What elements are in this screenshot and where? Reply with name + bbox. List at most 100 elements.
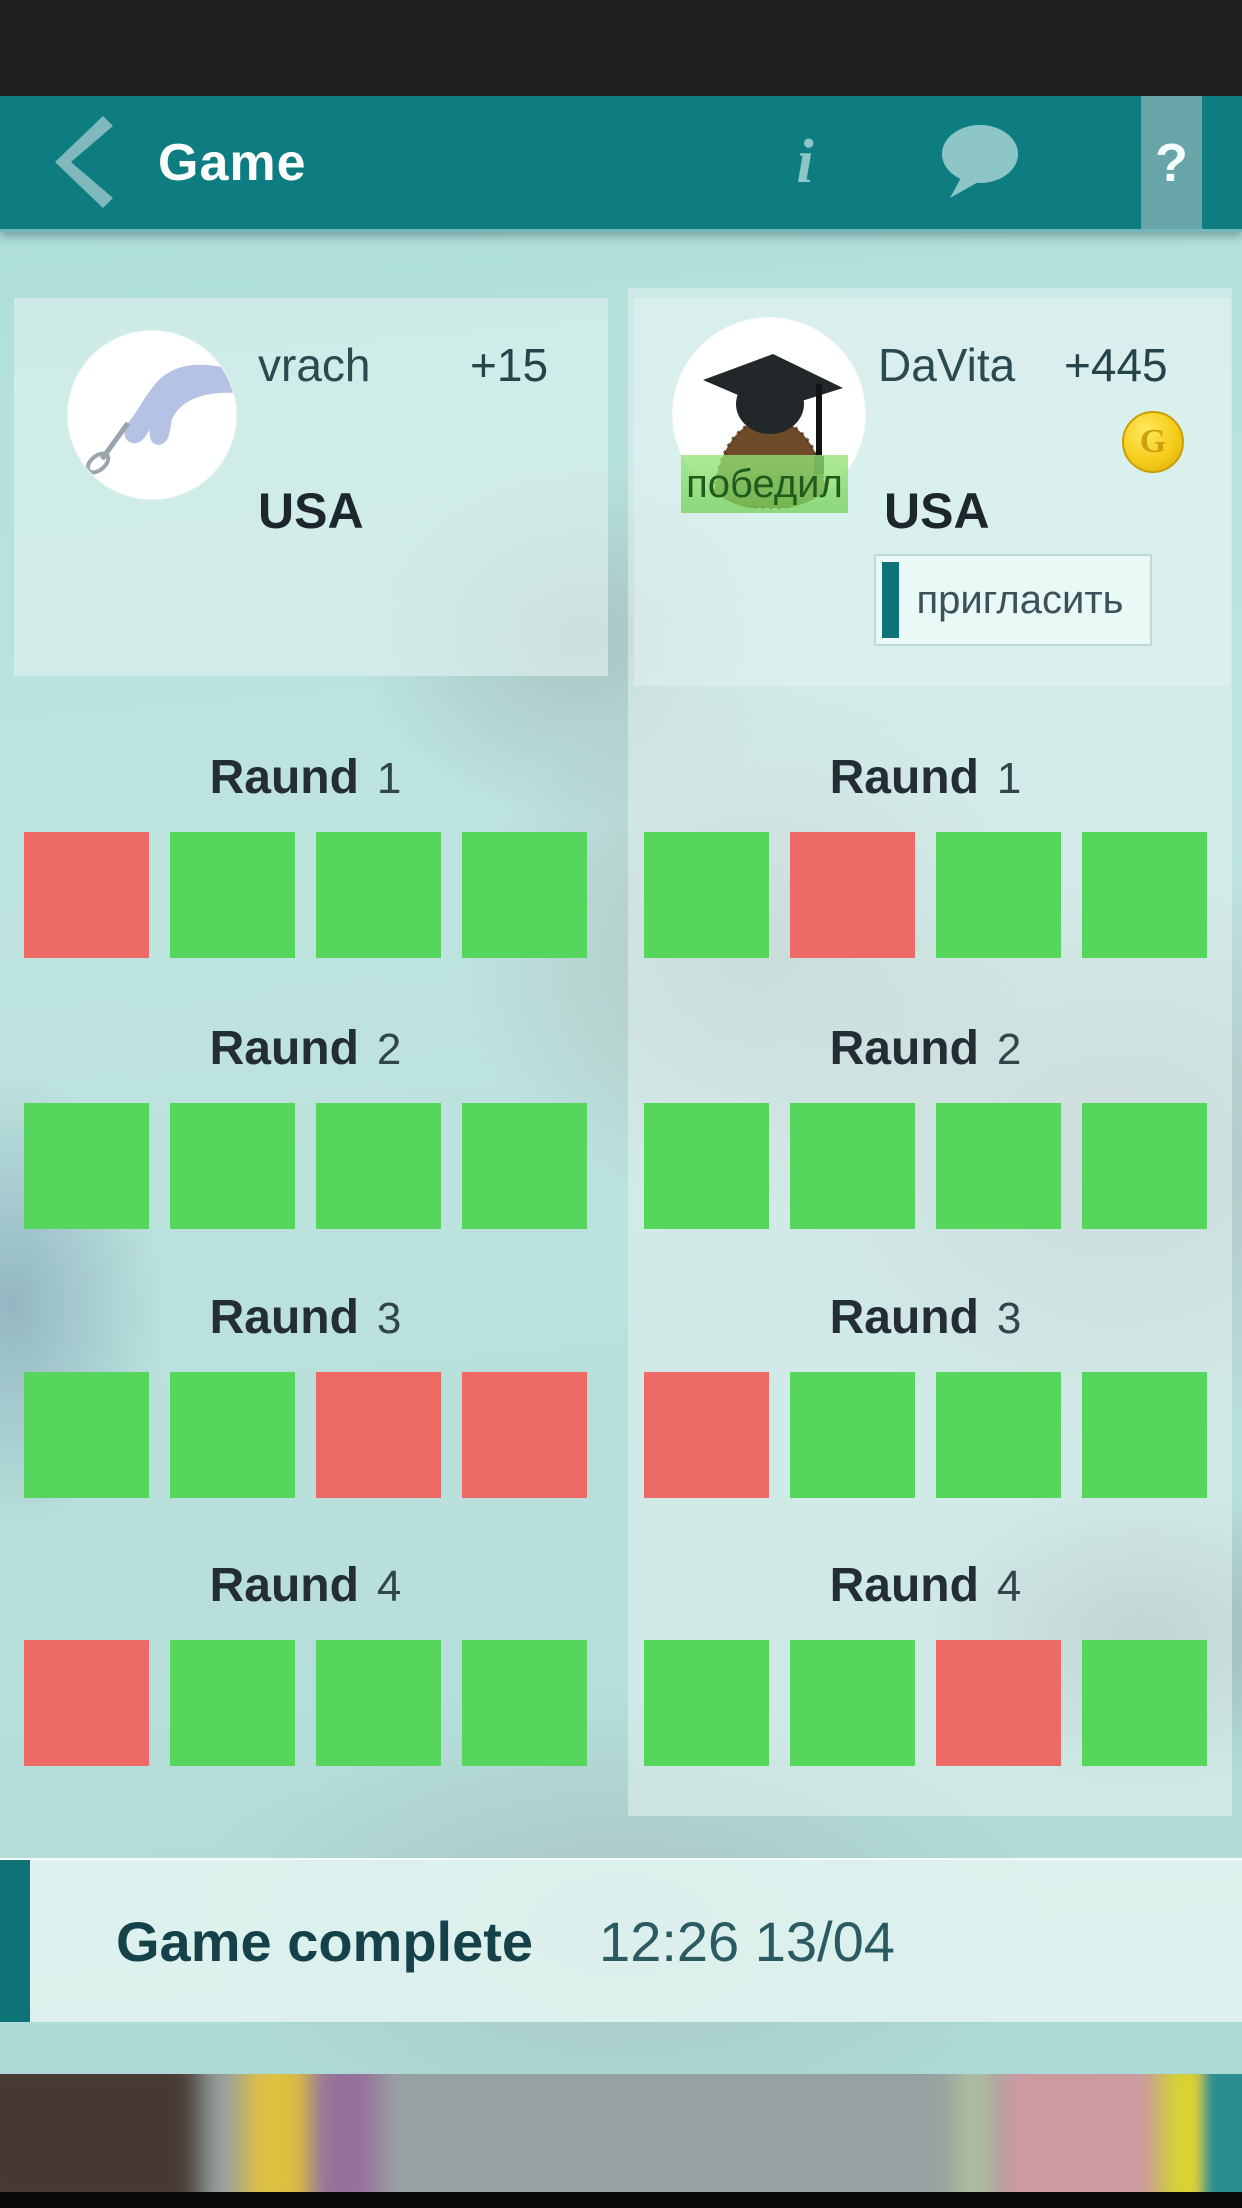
round-number: 2: [376, 1025, 402, 1074]
status-bar-accent-strip: [0, 1860, 30, 2022]
round-number: 2: [996, 1025, 1022, 1074]
question-mark-icon: ?: [1155, 132, 1188, 193]
photo-blob: [0, 2074, 200, 2192]
answer-square-correct: [936, 1372, 1061, 1498]
answer-square-correct: [790, 1372, 915, 1498]
round-number: 4: [376, 1562, 402, 1611]
round-3-label-right: Raund 3: [644, 1290, 1207, 1348]
status-bar: [0, 0, 1242, 96]
answer-square-correct: [644, 1640, 769, 1766]
winner-badge: победил: [681, 455, 848, 513]
game-status-bar: Game complete 12:26 13/04: [0, 1858, 1242, 2022]
round-word: Raund: [829, 1559, 979, 1612]
photo-blob: [1160, 2074, 1212, 2192]
player-score-left: +15: [470, 339, 549, 391]
player-name-right: DaVita: [878, 339, 1016, 391]
round-4-label-left: Raund 4: [24, 1558, 587, 1616]
round-3-answers-right: [644, 1372, 1207, 1498]
answer-square-wrong: [462, 1372, 587, 1498]
photo-blob: [243, 2074, 323, 2192]
round-2-label-left: Raund 2: [24, 1021, 587, 1079]
photo-blob: [1205, 2074, 1242, 2192]
round-3-label-left: Raund 3: [24, 1290, 587, 1348]
info-icon: i: [796, 128, 814, 196]
round-2-answers-right: [644, 1103, 1207, 1229]
round-word: Raund: [209, 751, 359, 804]
answer-square-correct: [462, 832, 587, 958]
round-word: Raund: [829, 751, 979, 804]
round-word: Raund: [209, 1559, 359, 1612]
answer-square-correct: [790, 1103, 915, 1229]
help-button[interactable]: ?: [1141, 96, 1202, 229]
answer-square-correct: [24, 1372, 149, 1498]
game-status-text: Game complete: [116, 1909, 534, 1973]
round-word: Raund: [829, 1291, 979, 1344]
answer-square-correct: [790, 1640, 915, 1766]
round-number: 1: [376, 754, 402, 803]
gold-coin-icon: G: [1122, 411, 1184, 473]
round-word: Raund: [209, 1291, 359, 1344]
coin-letter: G: [1139, 423, 1167, 460]
answer-square-correct: [1082, 1640, 1207, 1766]
answer-square-wrong: [24, 1640, 149, 1766]
round-4-answers-right: [644, 1640, 1207, 1766]
answer-square-correct: [316, 1640, 441, 1766]
round-1-label-left: Raund 1: [24, 750, 587, 808]
round-1-label-right: Raund 1: [644, 750, 1207, 808]
right-player-panel: [628, 288, 1232, 1816]
photo-blob: [312, 2074, 378, 2192]
info-button[interactable]: i: [760, 96, 850, 229]
answer-square-correct: [936, 832, 1061, 958]
round-1-answers-left: [24, 832, 587, 958]
avatar-left: [68, 331, 236, 499]
answer-square-correct: [170, 1640, 295, 1766]
back-button[interactable]: [36, 106, 126, 218]
invite-button[interactable]: пригласить: [874, 554, 1152, 646]
answer-square-wrong: [936, 1640, 1061, 1766]
invite-button-label: пригласить: [916, 577, 1124, 622]
answer-square-wrong: [316, 1372, 441, 1498]
answer-square-correct: [316, 832, 441, 958]
round-number: 3: [996, 1294, 1022, 1343]
photo-blob: [1000, 2074, 1165, 2192]
round-number: 1: [996, 754, 1022, 803]
answer-square-correct: [936, 1103, 1061, 1229]
round-4-label-right: Raund 4: [644, 1558, 1207, 1616]
answer-square-wrong: [790, 832, 915, 958]
invite-button-accent-bar: [882, 562, 899, 638]
answer-square-correct: [24, 1103, 149, 1229]
game-timestamp: 12:26 13/04: [599, 1909, 895, 1973]
round-2-answers-left: [24, 1103, 587, 1229]
chevron-left-icon: [55, 116, 113, 208]
answer-square-correct: [644, 1103, 769, 1229]
player-country-right: USA: [884, 483, 990, 539]
round-number: 3: [376, 1294, 402, 1343]
round-number: 4: [996, 1562, 1022, 1611]
background-photo-strip: [0, 2074, 1242, 2192]
round-1-answers-right: [644, 832, 1207, 958]
answer-square-wrong: [644, 1372, 769, 1498]
answer-square-correct: [170, 1103, 295, 1229]
page-title: Game: [158, 133, 307, 192]
player-score-right: +445: [1064, 339, 1168, 391]
speech-bubble-icon: [942, 124, 1018, 198]
header-bar: Game i ?: [0, 96, 1242, 232]
answer-square-wrong: [24, 832, 149, 958]
answer-square-correct: [462, 1640, 587, 1766]
round-3-answers-left: [24, 1372, 587, 1498]
answer-square-correct: [316, 1103, 441, 1229]
bottom-black-strip: [0, 2192, 1242, 2208]
gloved-hand-avatar-image: [68, 331, 236, 499]
answer-square-correct: [1082, 1372, 1207, 1498]
answer-square-correct: [462, 1103, 587, 1229]
answer-square-correct: [1082, 832, 1207, 958]
chat-button[interactable]: [928, 96, 1028, 229]
round-word: Raund: [829, 1022, 979, 1075]
photo-blob: [955, 2074, 995, 2192]
answer-square-correct: [170, 832, 295, 958]
round-4-answers-left: [24, 1640, 587, 1766]
answer-square-correct: [644, 832, 769, 958]
answer-square-correct: [1082, 1103, 1207, 1229]
round-2-label-right: Raund 2: [644, 1021, 1207, 1079]
